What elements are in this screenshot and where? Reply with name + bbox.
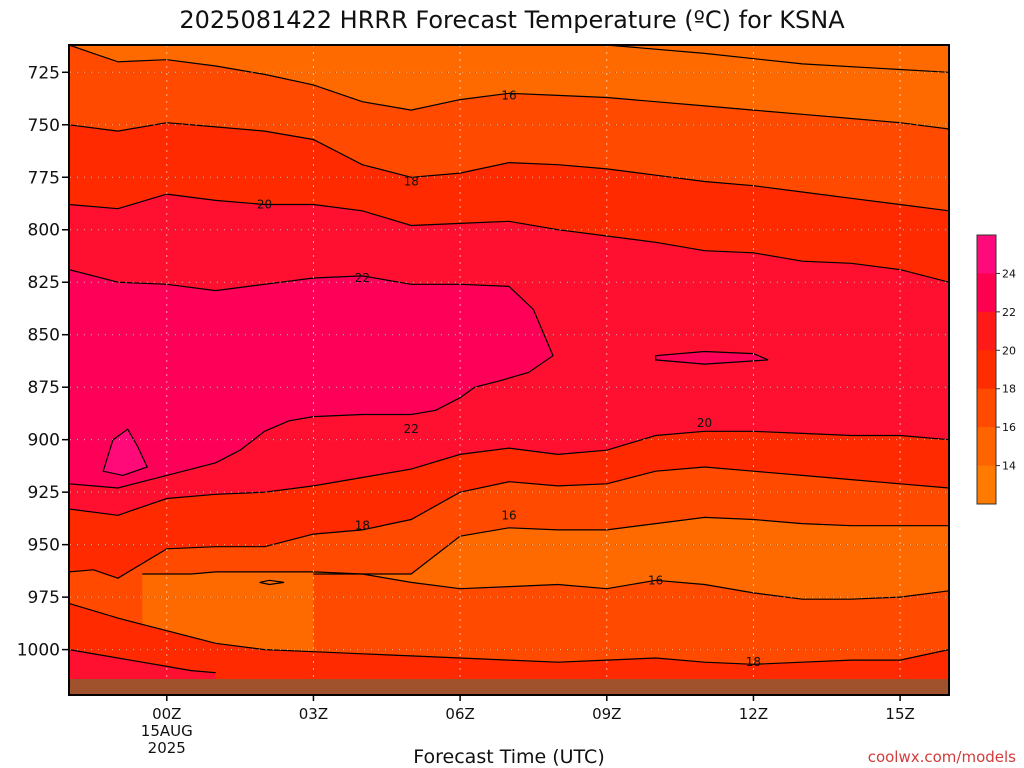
colorbar-label: 18	[1002, 383, 1016, 396]
contour-label-text: 18	[355, 519, 370, 533]
colorbar-swatch	[977, 350, 996, 390]
colorbar-label: 24	[1002, 267, 1016, 280]
y-tick-label: 1000	[17, 641, 60, 661]
contour-line-c18-lower	[69, 466, 949, 579]
contour-label-16: 16	[501, 508, 516, 522]
contour-line-c22-upper	[69, 268, 554, 489]
contour-label-text: 18	[404, 174, 419, 188]
contour-line-c16-top	[606, 45, 949, 73]
contour-label-text: 16	[648, 573, 663, 587]
contour-label-text: 16	[501, 88, 516, 102]
fill-inset-22	[655, 351, 769, 365]
contour-line-c20-near-ground	[69, 649, 216, 674]
contour-label-18: 18	[355, 519, 370, 533]
colorbar-label: 22	[1002, 306, 1016, 319]
contour-label-20: 20	[257, 198, 272, 212]
colorbar-swatch	[977, 311, 996, 351]
contour-line-c16-upper	[69, 45, 949, 130]
x-tick-label: 00Z	[152, 705, 181, 723]
colorbar-label: 16	[1002, 421, 1016, 434]
contour-label-16: 16	[648, 573, 663, 587]
contour-line-c22-inset	[655, 350, 769, 365]
y-tick-label: 950	[28, 536, 60, 556]
colorbar-frame	[976, 234, 997, 505]
contour-label-18: 18	[404, 174, 419, 188]
y-tick-label: 925	[28, 483, 60, 503]
credit-text: coolwx.com/models	[868, 748, 1016, 766]
fill-bubble-24	[103, 429, 148, 476]
contour-line-c20-lower	[69, 430, 949, 516]
contour-label-text: 16	[501, 508, 516, 522]
fill-band-surface-18-20	[69, 603, 949, 695]
ground-surface	[69, 679, 949, 695]
contour-lines	[69, 45, 949, 674]
x-tick-label: 06Z	[445, 705, 474, 723]
contour-line-c18-upper	[69, 122, 949, 212]
y-tick-label: 850	[28, 326, 60, 346]
contour-label-20: 20	[697, 416, 712, 430]
y-tick-label: 975	[28, 588, 60, 608]
y-axis: 725 750 775 800 825 850 875 900 925 950 975 1000	[17, 63, 69, 661]
colorbar: 24 22 20 18 16 14	[976, 234, 1016, 505]
x-tick-label: 15Z	[885, 705, 914, 723]
y-tick-label: 725	[28, 63, 60, 83]
contour-fills	[69, 45, 949, 695]
y-tick-label: 800	[28, 221, 60, 241]
contour-label-text: 22	[355, 271, 370, 285]
x-tick-label: 09Z	[592, 705, 621, 723]
x-tick-label: 12Z	[739, 705, 768, 723]
colorbar-swatch	[977, 273, 996, 313]
contour-label-16: 16	[501, 88, 516, 102]
colorbar-swatch	[977, 235, 996, 274]
x-tick-date-label: 15AUG	[141, 722, 193, 740]
x-axis-label: Forecast Time (UTC)	[413, 746, 604, 768]
contour-label-text: 20	[257, 198, 272, 212]
y-tick-label: 825	[28, 273, 60, 293]
y-tick-label: 875	[28, 378, 60, 398]
contour-label-22: 22	[355, 271, 370, 285]
colorbar-swatch	[977, 465, 996, 505]
x-tick-label: 03Z	[299, 705, 328, 723]
ground-strip	[69, 679, 949, 695]
y-tick-label: 750	[28, 116, 60, 136]
contour-line-c16-below	[313, 573, 949, 600]
contour-line-c16-pocket	[259, 579, 285, 586]
fill-band-22-24	[69, 269, 553, 488]
colorbar-label: 20	[1002, 344, 1016, 357]
contour-line-c20-upper	[69, 193, 949, 283]
chart-title: 2025081422 HRRR Forecast Temperature (ºC…	[179, 6, 845, 34]
contour-label-text: 20	[697, 416, 712, 430]
contour-label-text: 18	[746, 655, 761, 669]
x-tick-year-label: 2025	[148, 739, 186, 757]
colorbar-swatch	[977, 427, 996, 467]
contour-labels: 16 18 20 22 22 20 18 16 16 18	[257, 88, 761, 669]
colorbar-label: 14	[1002, 460, 1016, 473]
contour-label-text: 22	[404, 422, 419, 436]
contour-line-c16-lower	[142, 516, 949, 575]
contour-label-22: 22	[404, 422, 419, 436]
contour-line-c18-near-ground	[69, 602, 949, 665]
colorbar-swatch	[977, 388, 996, 428]
plot-frame	[68, 44, 950, 696]
y-tick-label: 900	[28, 431, 60, 451]
y-tick-label: 775	[28, 168, 60, 188]
contour-label-18: 18	[746, 655, 761, 669]
